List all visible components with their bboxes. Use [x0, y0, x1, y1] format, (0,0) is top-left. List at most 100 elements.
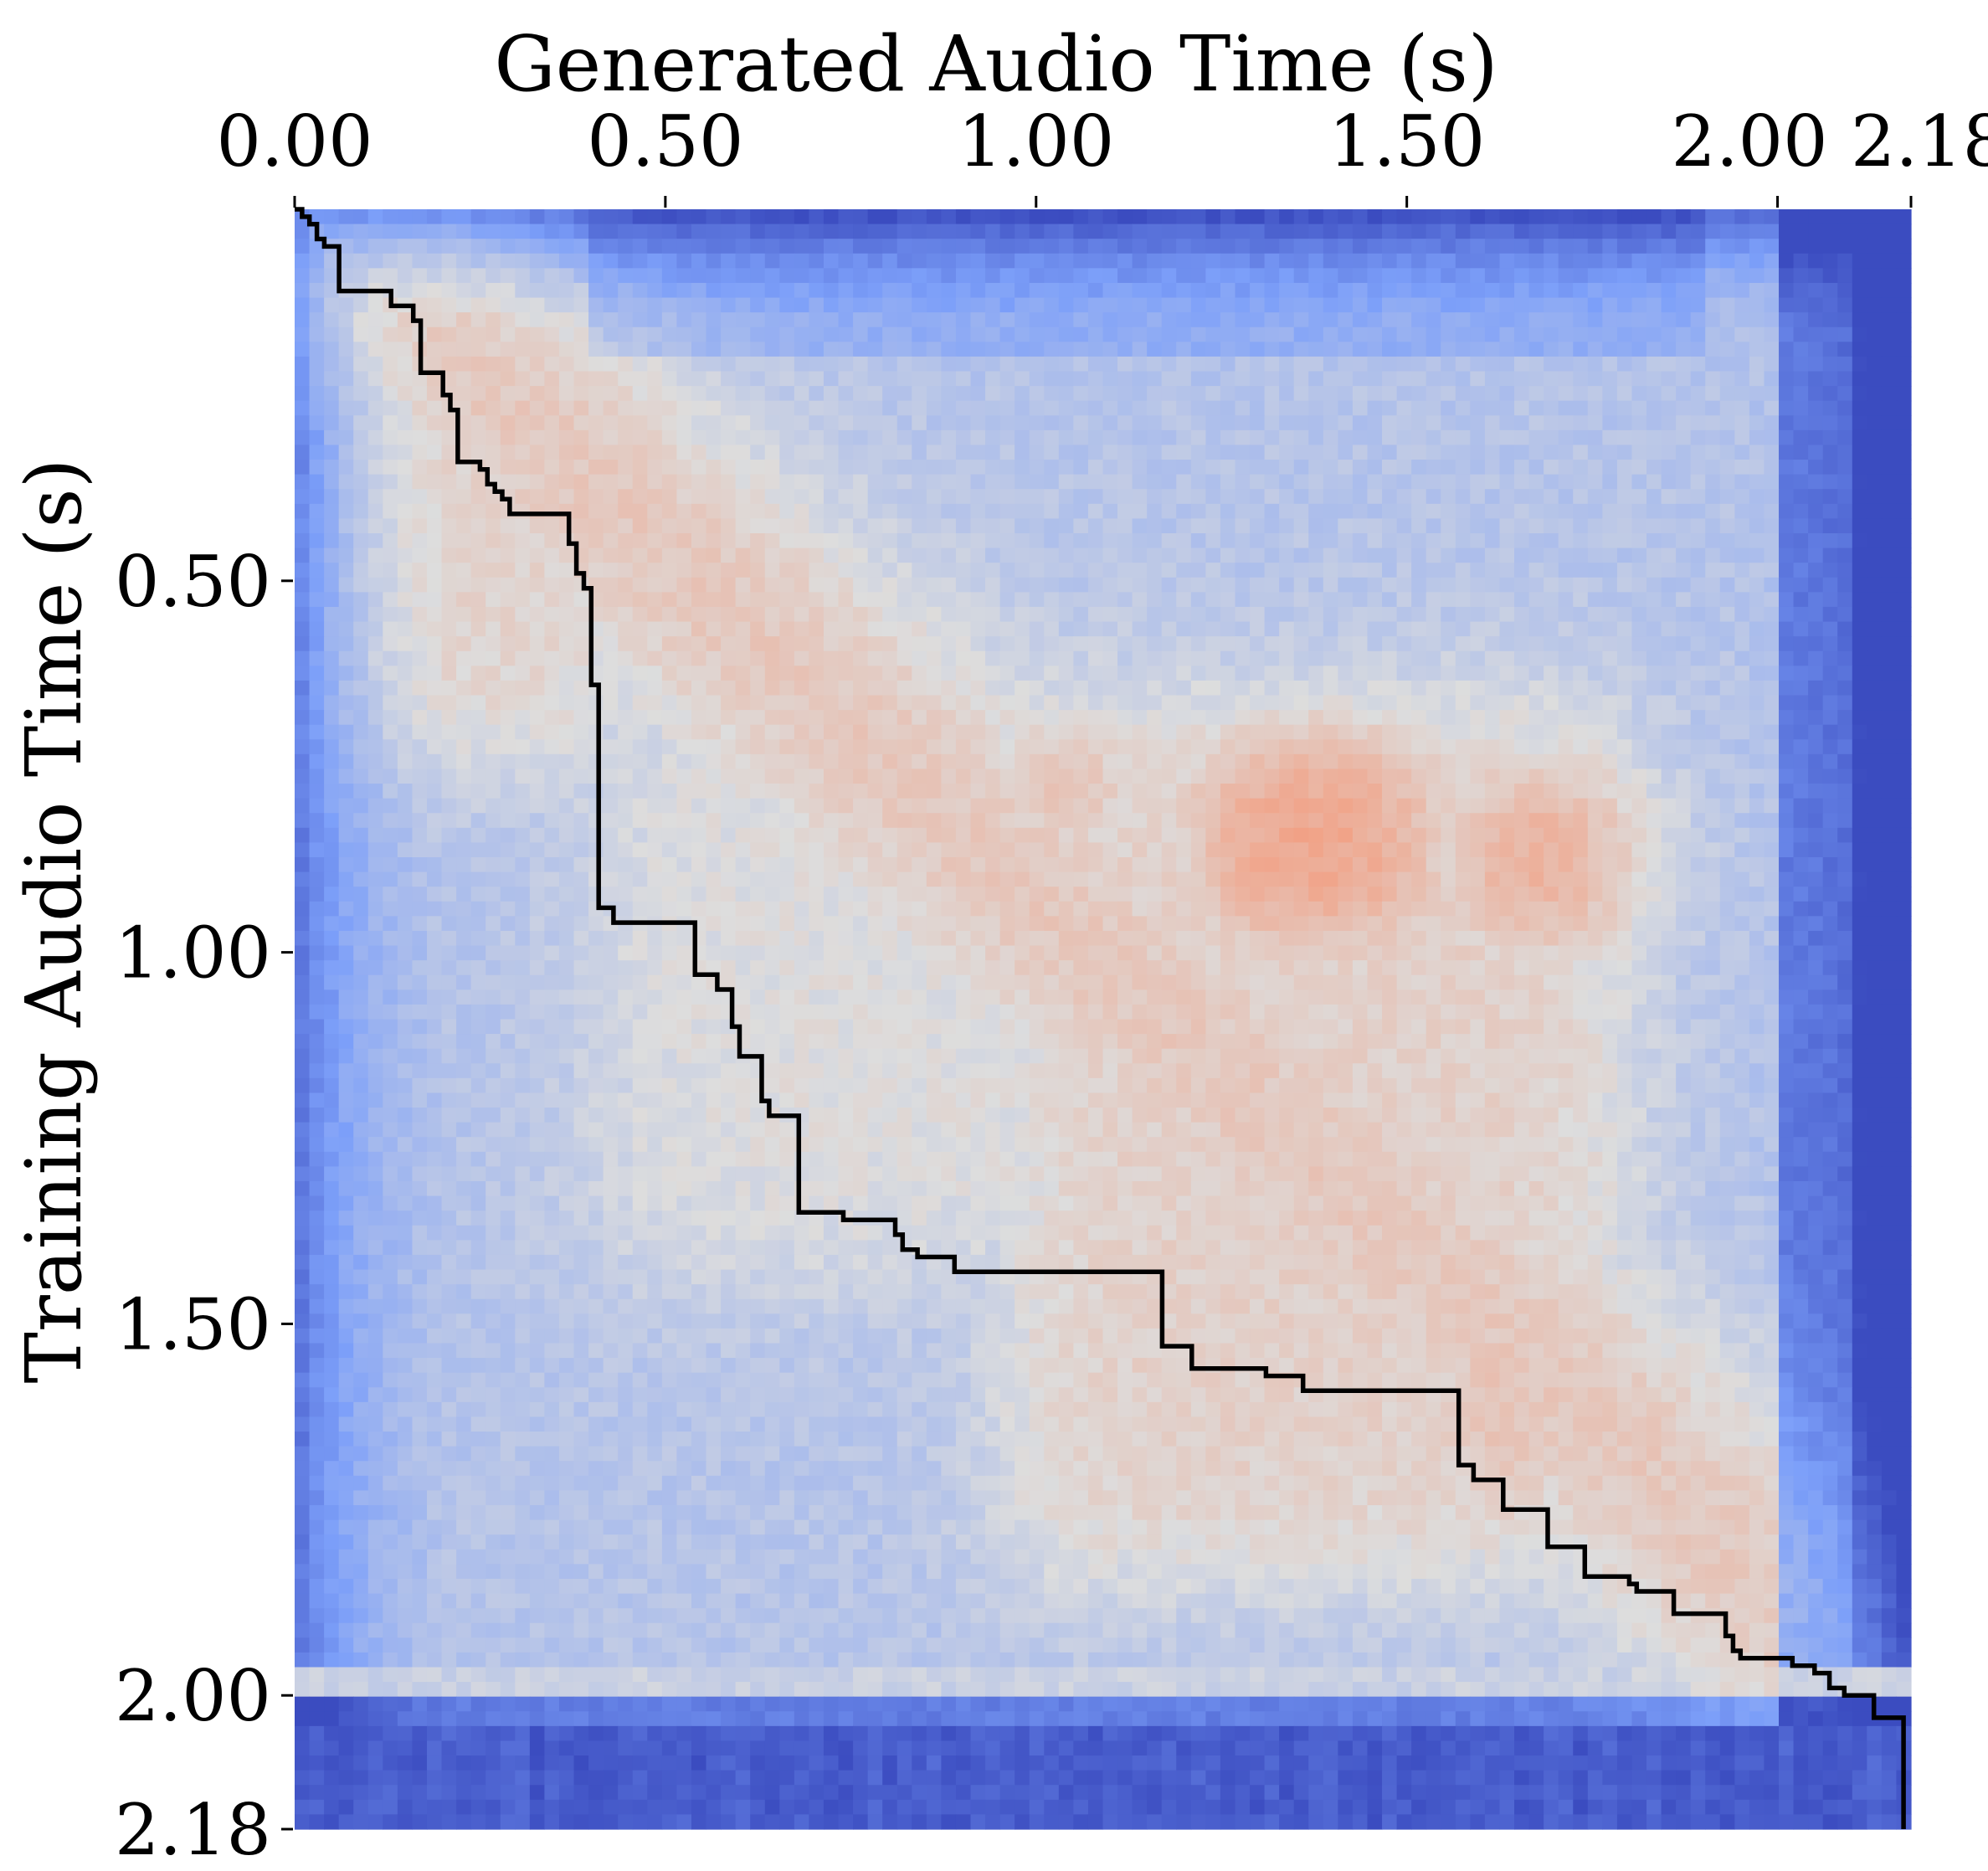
heatmap-cell	[1881, 342, 1898, 357]
heatmap-cell	[353, 592, 369, 608]
heatmap-cell	[603, 857, 619, 873]
heatmap-cell	[647, 636, 663, 652]
heatmap-cell	[426, 474, 443, 490]
heatmap-cell	[1029, 753, 1045, 770]
heatmap-cell	[1719, 356, 1735, 373]
heatmap-cell	[1293, 326, 1309, 342]
heatmap-cell	[1044, 400, 1060, 416]
heatmap-cell	[1896, 400, 1912, 416]
heatmap-cell	[706, 724, 722, 740]
heatmap-cell	[912, 282, 927, 299]
heatmap-cell	[1544, 577, 1559, 593]
heatmap-cell	[1484, 297, 1501, 313]
heatmap-cell	[1308, 666, 1324, 681]
heatmap-cell	[1896, 563, 1912, 578]
heatmap-cell	[735, 606, 751, 623]
heatmap-cell	[1499, 680, 1515, 696]
heatmap-cell	[500, 371, 516, 387]
heatmap-cell	[1250, 650, 1266, 666]
heatmap-cell	[1352, 724, 1369, 740]
heatmap-cell	[1558, 592, 1574, 608]
heatmap-cell	[1190, 768, 1206, 784]
heatmap-cell	[794, 489, 809, 505]
heatmap-cell	[955, 857, 972, 873]
heatmap-cell	[441, 577, 457, 593]
heatmap-cell	[558, 312, 575, 328]
heatmap-cell	[1087, 606, 1104, 623]
heatmap-cell	[691, 592, 707, 608]
heatmap-cell	[1117, 474, 1133, 490]
heatmap-cell	[470, 518, 486, 534]
heatmap-cell	[383, 680, 398, 696]
heatmap-cell	[1235, 710, 1251, 726]
heatmap-cell	[1528, 533, 1544, 549]
heatmap-cell	[896, 342, 912, 357]
heatmap-cell	[1441, 297, 1456, 313]
heatmap-cell	[1587, 753, 1603, 770]
heatmap-cell	[794, 415, 809, 431]
heatmap-cell	[441, 695, 457, 711]
heatmap-cell	[647, 429, 663, 446]
heatmap-cell	[1352, 503, 1369, 520]
heatmap-cell	[941, 753, 957, 770]
heatmap-cell	[1117, 312, 1133, 328]
heatmap-cell	[1102, 356, 1118, 373]
heatmap-cell	[1220, 371, 1236, 387]
heatmap-cell	[1102, 503, 1118, 520]
heatmap-cell	[367, 503, 383, 520]
heatmap-cell	[1573, 312, 1589, 328]
heatmap-cell	[1602, 312, 1618, 328]
heatmap-cell	[1176, 842, 1192, 858]
heatmap-cell	[353, 209, 369, 225]
heatmap-cell	[603, 606, 619, 623]
heatmap-cell	[661, 547, 678, 563]
heatmap-cell	[1161, 474, 1177, 490]
heatmap-cell	[1749, 842, 1765, 858]
heatmap-cell	[1161, 489, 1177, 505]
heatmap-cell	[1793, 724, 1809, 740]
heatmap-cell	[1514, 297, 1530, 313]
heatmap-cell	[676, 650, 692, 666]
heatmap-cell	[1264, 710, 1280, 726]
heatmap-cell	[529, 209, 546, 225]
heatmap-cell	[1661, 784, 1677, 799]
heatmap-cell	[1323, 224, 1338, 239]
heatmap-cell	[1250, 429, 1266, 446]
heatmap-cell	[867, 650, 883, 666]
heatmap-cell	[1573, 827, 1589, 844]
heatmap-cell	[999, 282, 1015, 299]
heatmap-cell	[1264, 784, 1280, 799]
heatmap-cell	[309, 768, 325, 784]
heatmap-cell	[1293, 533, 1309, 549]
heatmap-cell	[529, 445, 546, 460]
heatmap-cell	[1867, 224, 1883, 239]
heatmap-cell	[1573, 768, 1589, 784]
heatmap-cell	[1426, 312, 1441, 328]
heatmap-cell	[1631, 224, 1647, 239]
heatmap-cell	[1205, 621, 1221, 637]
heatmap-cell	[470, 474, 486, 490]
heatmap-cell	[1117, 798, 1133, 814]
heatmap-cell	[338, 680, 354, 696]
heatmap-cell	[661, 518, 678, 534]
heatmap-cell	[853, 400, 869, 416]
heatmap-cell	[1837, 429, 1853, 446]
heatmap-cell	[1426, 445, 1441, 460]
heatmap-cell	[853, 239, 869, 254]
heatmap-cell	[676, 695, 692, 711]
heatmap-cell	[1235, 224, 1251, 239]
heatmap-cell	[955, 356, 972, 373]
heatmap-cell	[809, 695, 824, 711]
heatmap-cell	[853, 415, 869, 431]
heatmap-cell	[1058, 680, 1074, 696]
heatmap-cell	[1073, 680, 1089, 696]
heatmap-cell	[529, 429, 546, 446]
heatmap-cell	[1631, 312, 1647, 328]
heatmap-cell	[706, 666, 722, 681]
heatmap-cell	[353, 871, 369, 887]
heatmap-cell	[529, 342, 546, 357]
heatmap-cell	[838, 400, 854, 416]
heatmap-cell	[1661, 563, 1677, 578]
heatmap-cell	[383, 342, 398, 357]
heatmap-cell	[1044, 827, 1060, 844]
